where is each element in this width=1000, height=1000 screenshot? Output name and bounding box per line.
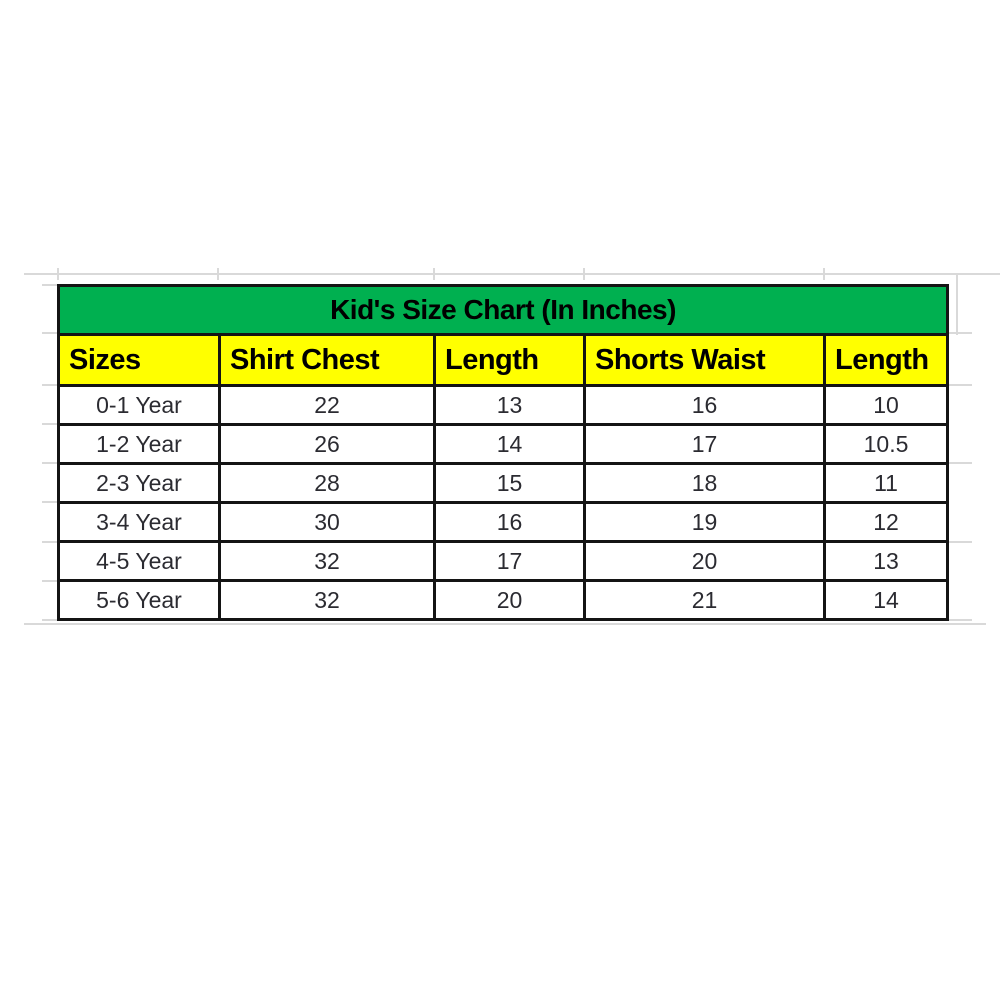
- spreadsheet-gridline: [42, 284, 57, 286]
- size-label-cell: 2-3 Year: [57, 462, 221, 504]
- spreadsheet-gridline: [24, 623, 986, 625]
- value-cell: 21: [583, 579, 826, 621]
- spreadsheet-gridline: [42, 541, 57, 543]
- table-body: 0-1 Year 22 13 16 10 1-2 Year 26 14 17 10.5 2-3 Ye…: [57, 384, 950, 621]
- table-row: 3-4 Year 30 16 19 12: [57, 501, 950, 543]
- title-row: Kid's Size Chart (In Inches): [56, 284, 950, 336]
- value-cell: 13: [433, 384, 586, 426]
- value-cell: 28: [218, 462, 436, 504]
- value-cell: 17: [433, 540, 586, 582]
- column-header-row: Sizes Shirt Chest Length Shorts Waist Le…: [57, 333, 950, 387]
- size-label-cell: 0-1 Year: [57, 384, 221, 426]
- column-header-length-shorts: Length: [822, 333, 950, 387]
- size-label-cell: 3-4 Year: [57, 501, 221, 543]
- spreadsheet-gridline: [946, 384, 972, 386]
- value-cell: 32: [218, 579, 436, 621]
- column-header-shorts-waist: Shorts Waist: [583, 333, 826, 387]
- spreadsheet-gridline: [42, 462, 57, 464]
- spreadsheet-gridline: [42, 384, 57, 386]
- spreadsheet-gridline: [42, 423, 57, 425]
- size-chart-table: Kid's Size Chart (In Inches) Sizes Shirt…: [56, 284, 950, 621]
- value-cell: 18: [583, 462, 826, 504]
- value-cell: 32: [218, 540, 436, 582]
- size-label-cell: 1-2 Year: [57, 423, 221, 465]
- column-header-shirt-chest: Shirt Chest: [218, 333, 436, 387]
- spreadsheet-gridline: [42, 501, 57, 503]
- value-cell: 16: [583, 384, 826, 426]
- table-row: 4-5 Year 32 17 20 13: [57, 540, 950, 582]
- value-cell: 15: [433, 462, 586, 504]
- value-cell: 13: [822, 540, 950, 582]
- spreadsheet-gridline: [42, 332, 57, 334]
- value-cell: 26: [218, 423, 436, 465]
- size-label-cell: 5-6 Year: [57, 579, 221, 621]
- value-cell: 14: [822, 579, 950, 621]
- value-cell: 17: [583, 423, 826, 465]
- value-cell: 19: [583, 501, 826, 543]
- spreadsheet-gridline: [946, 541, 972, 543]
- spreadsheet-gridline: [823, 268, 825, 280]
- spreadsheet-gridline: [946, 619, 972, 621]
- size-label-cell: 4-5 Year: [57, 540, 221, 582]
- column-header-sizes: Sizes: [57, 333, 221, 387]
- spreadsheet-gridline: [946, 462, 972, 464]
- table-title: Kid's Size Chart (In Inches): [56, 284, 950, 336]
- table-row: 5-6 Year 32 20 21 14: [57, 579, 950, 621]
- value-cell: 20: [583, 540, 826, 582]
- value-cell: 20: [433, 579, 586, 621]
- table-row: 0-1 Year 22 13 16 10: [57, 384, 950, 426]
- column-header-length-shirt: Length: [433, 333, 586, 387]
- value-cell: 14: [433, 423, 586, 465]
- spreadsheet-gridline: [217, 268, 219, 280]
- value-cell: 10.5: [822, 423, 950, 465]
- spreadsheet-gridline: [24, 273, 1000, 275]
- table-row: 1-2 Year 26 14 17 10.5: [57, 423, 950, 465]
- spreadsheet-gridline: [956, 273, 958, 335]
- spreadsheet-gridline: [583, 268, 585, 280]
- spreadsheet-gridline: [42, 619, 57, 621]
- value-cell: 16: [433, 501, 586, 543]
- spreadsheet-gridline: [433, 268, 435, 280]
- value-cell: 12: [822, 501, 950, 543]
- spreadsheet-gridline: [42, 580, 57, 582]
- value-cell: 30: [218, 501, 436, 543]
- value-cell: 10: [822, 384, 950, 426]
- value-cell: 11: [822, 462, 950, 504]
- spreadsheet-gridline: [57, 268, 59, 280]
- value-cell: 22: [218, 384, 436, 426]
- spreadsheet-gridline: [946, 332, 972, 334]
- table-row: 2-3 Year 28 15 18 11: [57, 462, 950, 504]
